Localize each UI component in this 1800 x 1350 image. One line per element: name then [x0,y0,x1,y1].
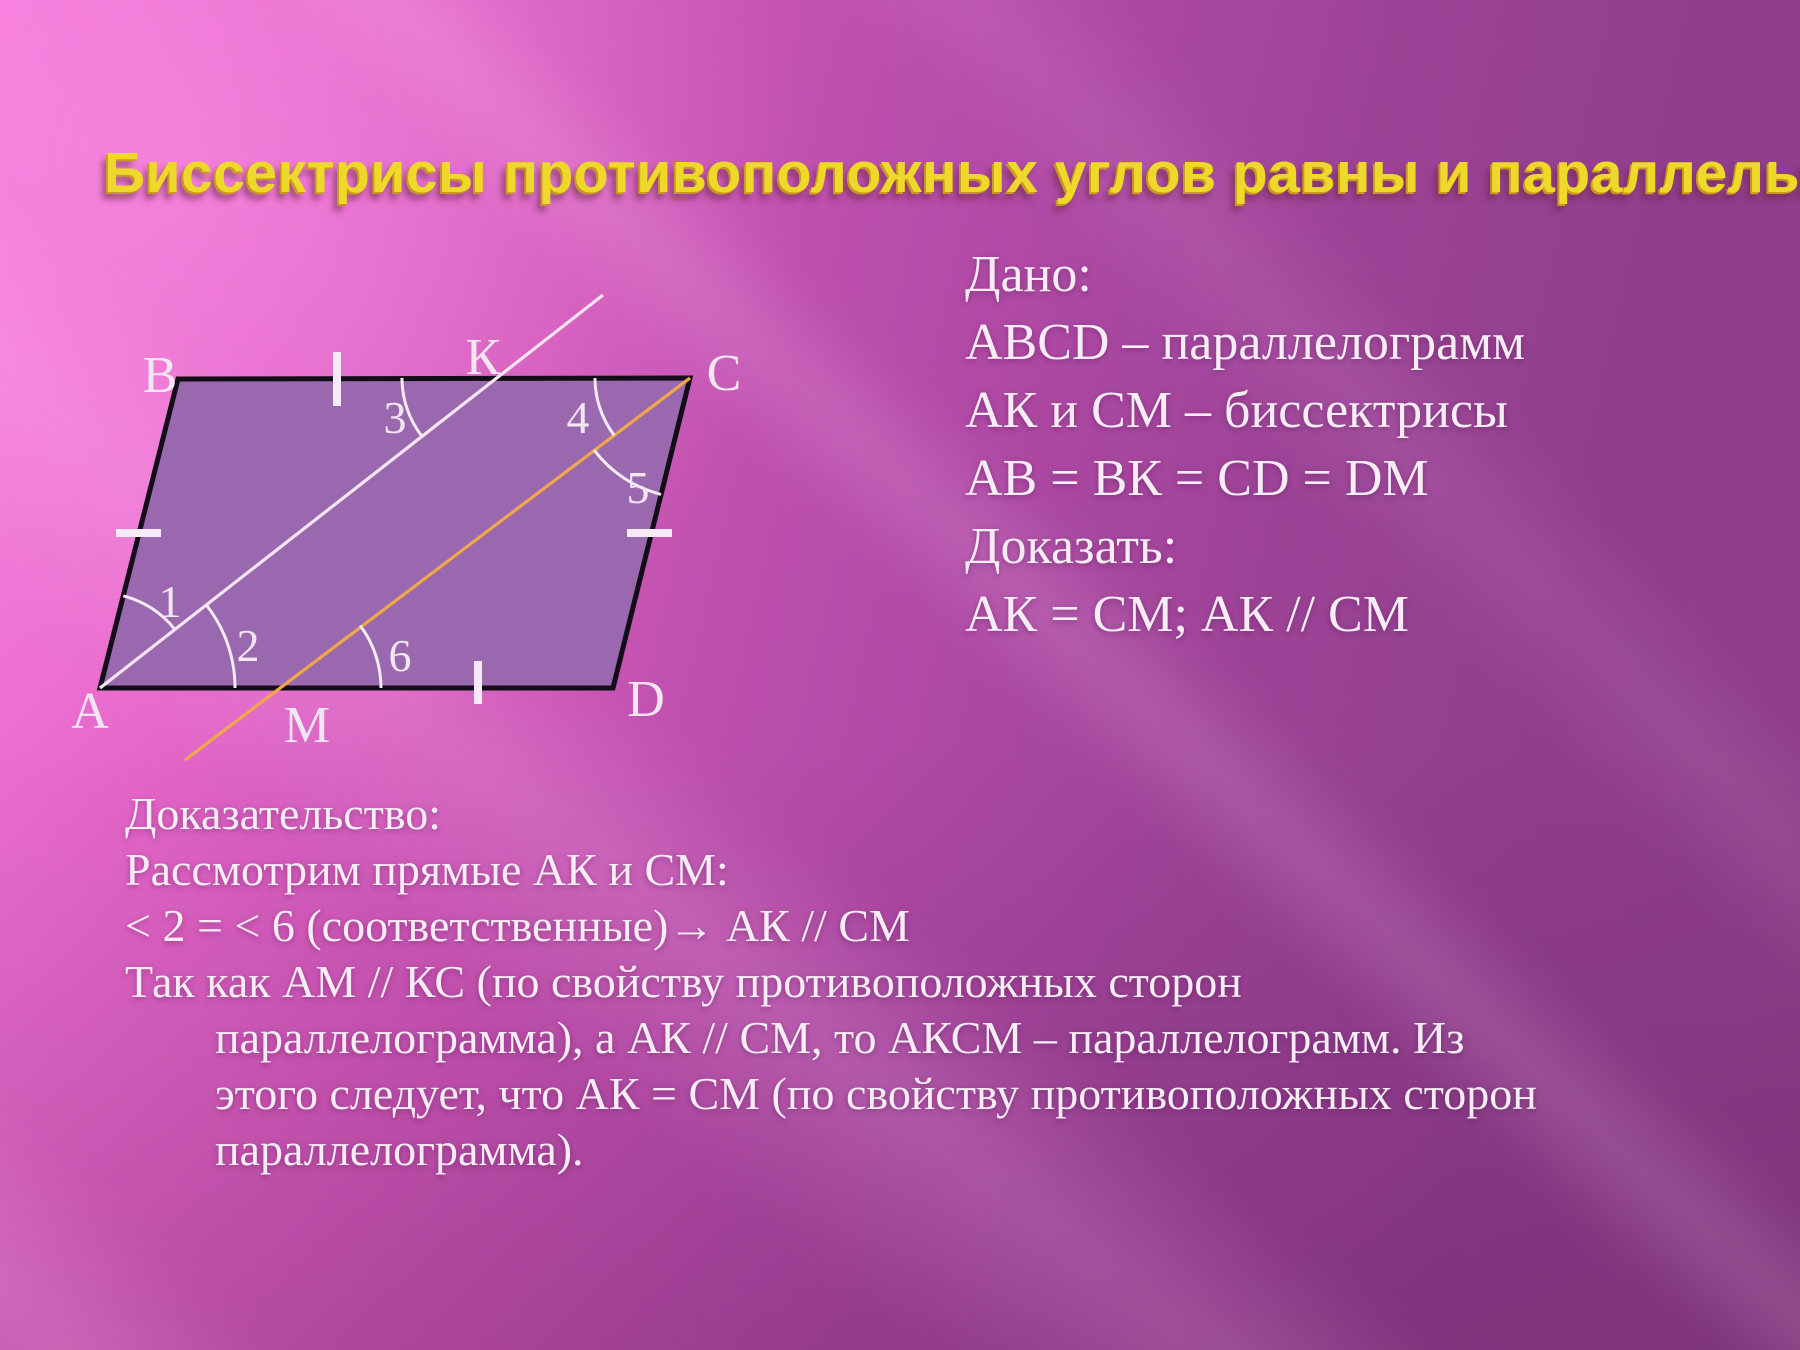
given-line: АК и СМ – биссектрисы [965,382,1508,439]
vertex-label-a: A [71,683,109,740]
angle-label-4: 4 [567,392,590,443]
vertex-label-c: C [707,345,742,402]
angle-label-1: 1 [159,576,182,627]
given-line: АК = СМ; АК // СМ [965,586,1409,643]
angle-6-arc [358,624,383,689]
angle-label-2: 2 [237,620,260,671]
given-line: АВ = ВК = CD = DM [965,450,1429,507]
proof-line: этого следует, что АК = СМ (по свойству … [215,1068,1537,1119]
given-line: ABCD – параллелограмм [965,314,1526,371]
slide-title: Биссектрисы противоположных углов равны … [104,141,1800,205]
angle-2-arc [205,603,237,689]
proof-block: Доказательство: Рассмотрим прямые АК и С… [125,786,1685,1178]
bisector-cm-line [184,376,691,762]
angle-label-6: 6 [389,630,412,681]
point-label-m: M [284,697,330,754]
point-label-k: К [466,329,501,386]
proof-line: параллелограмма). [215,1124,584,1175]
angle-1-arc [122,594,177,631]
angle-4-arc [593,377,616,437]
proof-line: < 2 = < 6 (соответственные)→ АК // СМ [125,900,910,951]
parallelogram-diagram: A B C D К M 1 2 3 4 5 6 [71,293,742,762]
angle-3-arc [400,377,424,438]
proof-line: Рассмотрим прямые АК и СМ: [125,844,729,895]
vertex-label-b: B [143,347,178,404]
proof-line: Доказательство: [125,788,442,839]
bisector-ak-line [99,293,604,690]
given-line: Доказать: [965,518,1178,575]
given-line: Дано: [965,246,1092,303]
angle-label-3: 3 [384,392,407,443]
angle-5-arc [593,449,662,496]
vertex-label-d: D [627,671,665,728]
angle-label-5: 5 [627,462,650,513]
proof-line: параллелограмма), а АК // СМ, то АКСМ – … [215,1012,1465,1063]
proof-line: Так как АМ // КС (по свойству противопол… [125,956,1242,1007]
given-block: Дано: ABCD – параллелограмм АК и СМ – би… [965,241,1685,649]
